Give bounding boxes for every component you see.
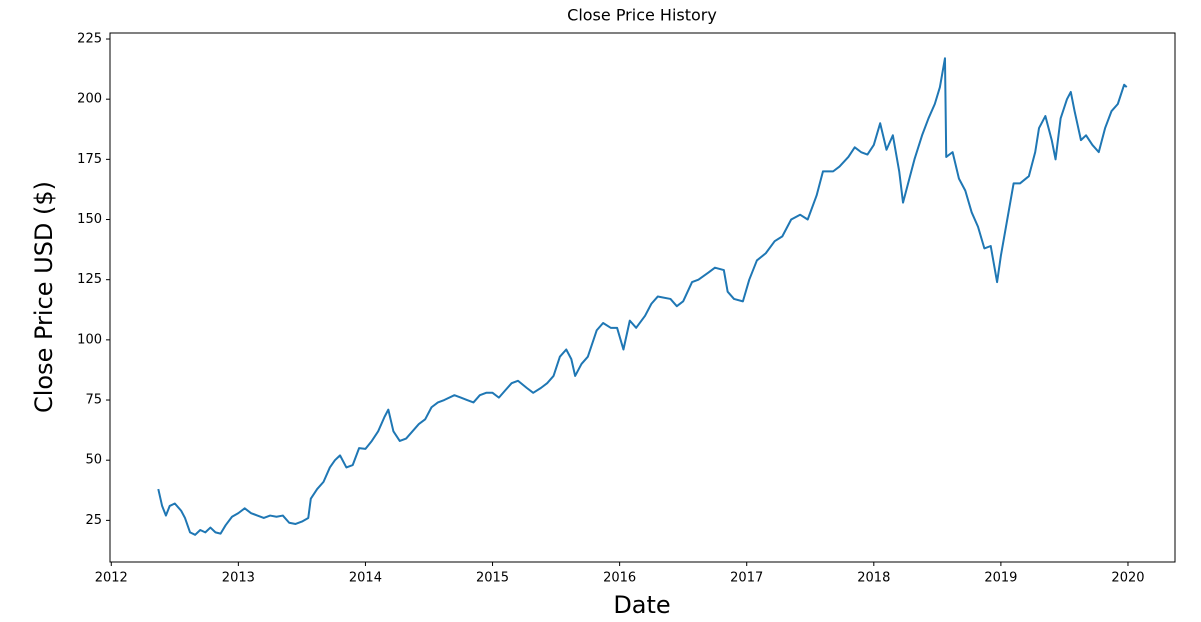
x-tick-label: 2016 — [603, 571, 636, 586]
x-tick-label: 2018 — [857, 571, 890, 586]
y-tick-label: 25 — [85, 513, 102, 528]
y-tick-label: 225 — [77, 32, 102, 47]
x-tick-label: 2019 — [984, 571, 1017, 586]
plot-frame — [109, 32, 1176, 563]
y-axis-label: Close Price USD ($) — [30, 181, 58, 413]
x-tick-label: 2017 — [730, 571, 763, 586]
y-tick-label: 50 — [85, 453, 102, 468]
y-tick-label: 150 — [77, 212, 102, 227]
x-tick-label: 2020 — [1111, 571, 1144, 586]
x-tick-label: 2013 — [222, 571, 255, 586]
x-tick-label: 2012 — [95, 571, 128, 586]
y-tick-label: 200 — [77, 92, 102, 107]
price-line — [157, 57, 1128, 536]
y-tick-label: 175 — [77, 152, 102, 167]
chart-title: Close Price History — [567, 6, 717, 25]
y-tick-label: 125 — [77, 272, 102, 287]
y-tick-label: 75 — [85, 393, 102, 408]
x-tick-label: 2014 — [349, 571, 382, 586]
y-tick-label: 100 — [77, 332, 102, 347]
x-tick-label: 2015 — [476, 571, 509, 586]
x-axis-label: Date — [613, 591, 670, 618]
